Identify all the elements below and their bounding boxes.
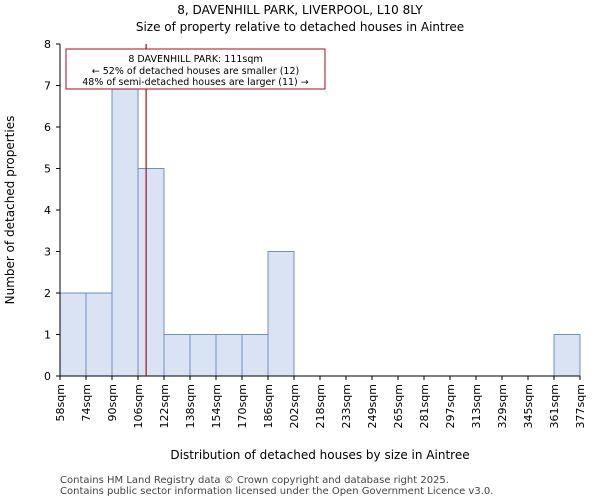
histogram-bar bbox=[189, 334, 217, 377]
histogram-bar bbox=[163, 334, 191, 377]
x-axis-ticks: 58sqm 74sqm 90sqm 106sqm 122sqm 138sqm 154sqm 1… bbox=[54, 376, 587, 428]
annotation-line-title: 8 DAVENHILL PARK: 111sqm bbox=[128, 54, 262, 65]
x-tick-label: 154sqm bbox=[210, 384, 223, 428]
footer-licence: Contains public sector information licen… bbox=[60, 486, 493, 497]
histogram-bar bbox=[241, 334, 269, 377]
x-tick-label: 361sqm bbox=[548, 384, 561, 428]
x-tick-label: 297sqm bbox=[444, 384, 457, 428]
x-tick-label: 74sqm bbox=[80, 384, 93, 421]
x-tick-label: 90sqm bbox=[106, 384, 119, 421]
x-tick-label: 345sqm bbox=[522, 384, 535, 428]
x-axis-label: Distribution of detached houses by size … bbox=[170, 448, 469, 462]
y-tick-label: 6 bbox=[44, 121, 51, 134]
y-axis-ticks: 0 1 2 3 4 5 6 7 8 bbox=[44, 38, 60, 383]
histogram-bar bbox=[111, 85, 139, 377]
y-tick-label: 7 bbox=[44, 80, 51, 93]
histogram-bar bbox=[215, 334, 243, 377]
y-tick-label: 5 bbox=[44, 163, 51, 176]
y-tick-label: 3 bbox=[44, 246, 51, 259]
x-tick-label: 313sqm bbox=[470, 384, 483, 428]
x-tick-label: 265sqm bbox=[392, 384, 405, 428]
histogram-bar bbox=[59, 292, 87, 377]
annotation-line-larger: 48% of semi-detached houses are larger (… bbox=[82, 77, 309, 88]
x-tick-label: 377sqm bbox=[574, 384, 587, 428]
x-tick-label: 138sqm bbox=[184, 384, 197, 428]
x-tick-label: 202sqm bbox=[288, 384, 301, 428]
x-tick-label: 186sqm bbox=[262, 384, 275, 428]
y-tick-label: 4 bbox=[44, 204, 51, 217]
y-tick-label: 8 bbox=[44, 38, 51, 51]
x-tick-label: 106sqm bbox=[132, 384, 145, 428]
histogram-bar bbox=[267, 251, 295, 377]
y-axis-label: Number of detached properties bbox=[3, 116, 17, 305]
x-tick-label: 233sqm bbox=[340, 384, 353, 428]
annotation-frame bbox=[65, 48, 326, 90]
histogram-bar bbox=[553, 334, 581, 377]
chart-title: 8, DAVENHILL PARK, LIVERPOOL, L10 8LY bbox=[177, 3, 423, 17]
x-tick-label: 122sqm bbox=[158, 384, 171, 428]
annotation-line-smaller: ← 52% of detached houses are smaller (12… bbox=[92, 66, 299, 77]
histogram-bar bbox=[137, 168, 165, 377]
histogram-bar bbox=[85, 292, 113, 377]
chart-subtitle: Size of property relative to detached ho… bbox=[136, 20, 464, 34]
x-tick-label: 58sqm bbox=[54, 384, 67, 421]
annotation-box: 8 DAVENHILL PARK: 111sqm ← 52% of detach… bbox=[65, 48, 326, 90]
y-tick-label: 2 bbox=[44, 287, 51, 300]
x-tick-label: 249sqm bbox=[366, 384, 379, 428]
x-tick-label: 218sqm bbox=[314, 384, 327, 428]
y-tick-label: 1 bbox=[44, 329, 51, 342]
x-tick-label: 170sqm bbox=[236, 384, 249, 428]
bar-series bbox=[59, 85, 581, 377]
y-tick-label: 0 bbox=[44, 370, 51, 383]
footer-copyright: Contains HM Land Registry data © Crown c… bbox=[60, 475, 449, 486]
x-tick-label: 329sqm bbox=[496, 384, 509, 428]
x-tick-label: 281sqm bbox=[418, 384, 431, 428]
